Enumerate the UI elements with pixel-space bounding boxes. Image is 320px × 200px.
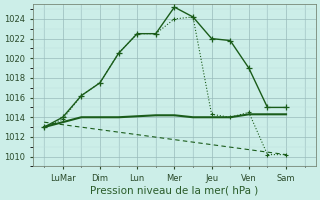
X-axis label: Pression niveau de la mer( hPa ): Pression niveau de la mer( hPa ) [90, 186, 259, 196]
